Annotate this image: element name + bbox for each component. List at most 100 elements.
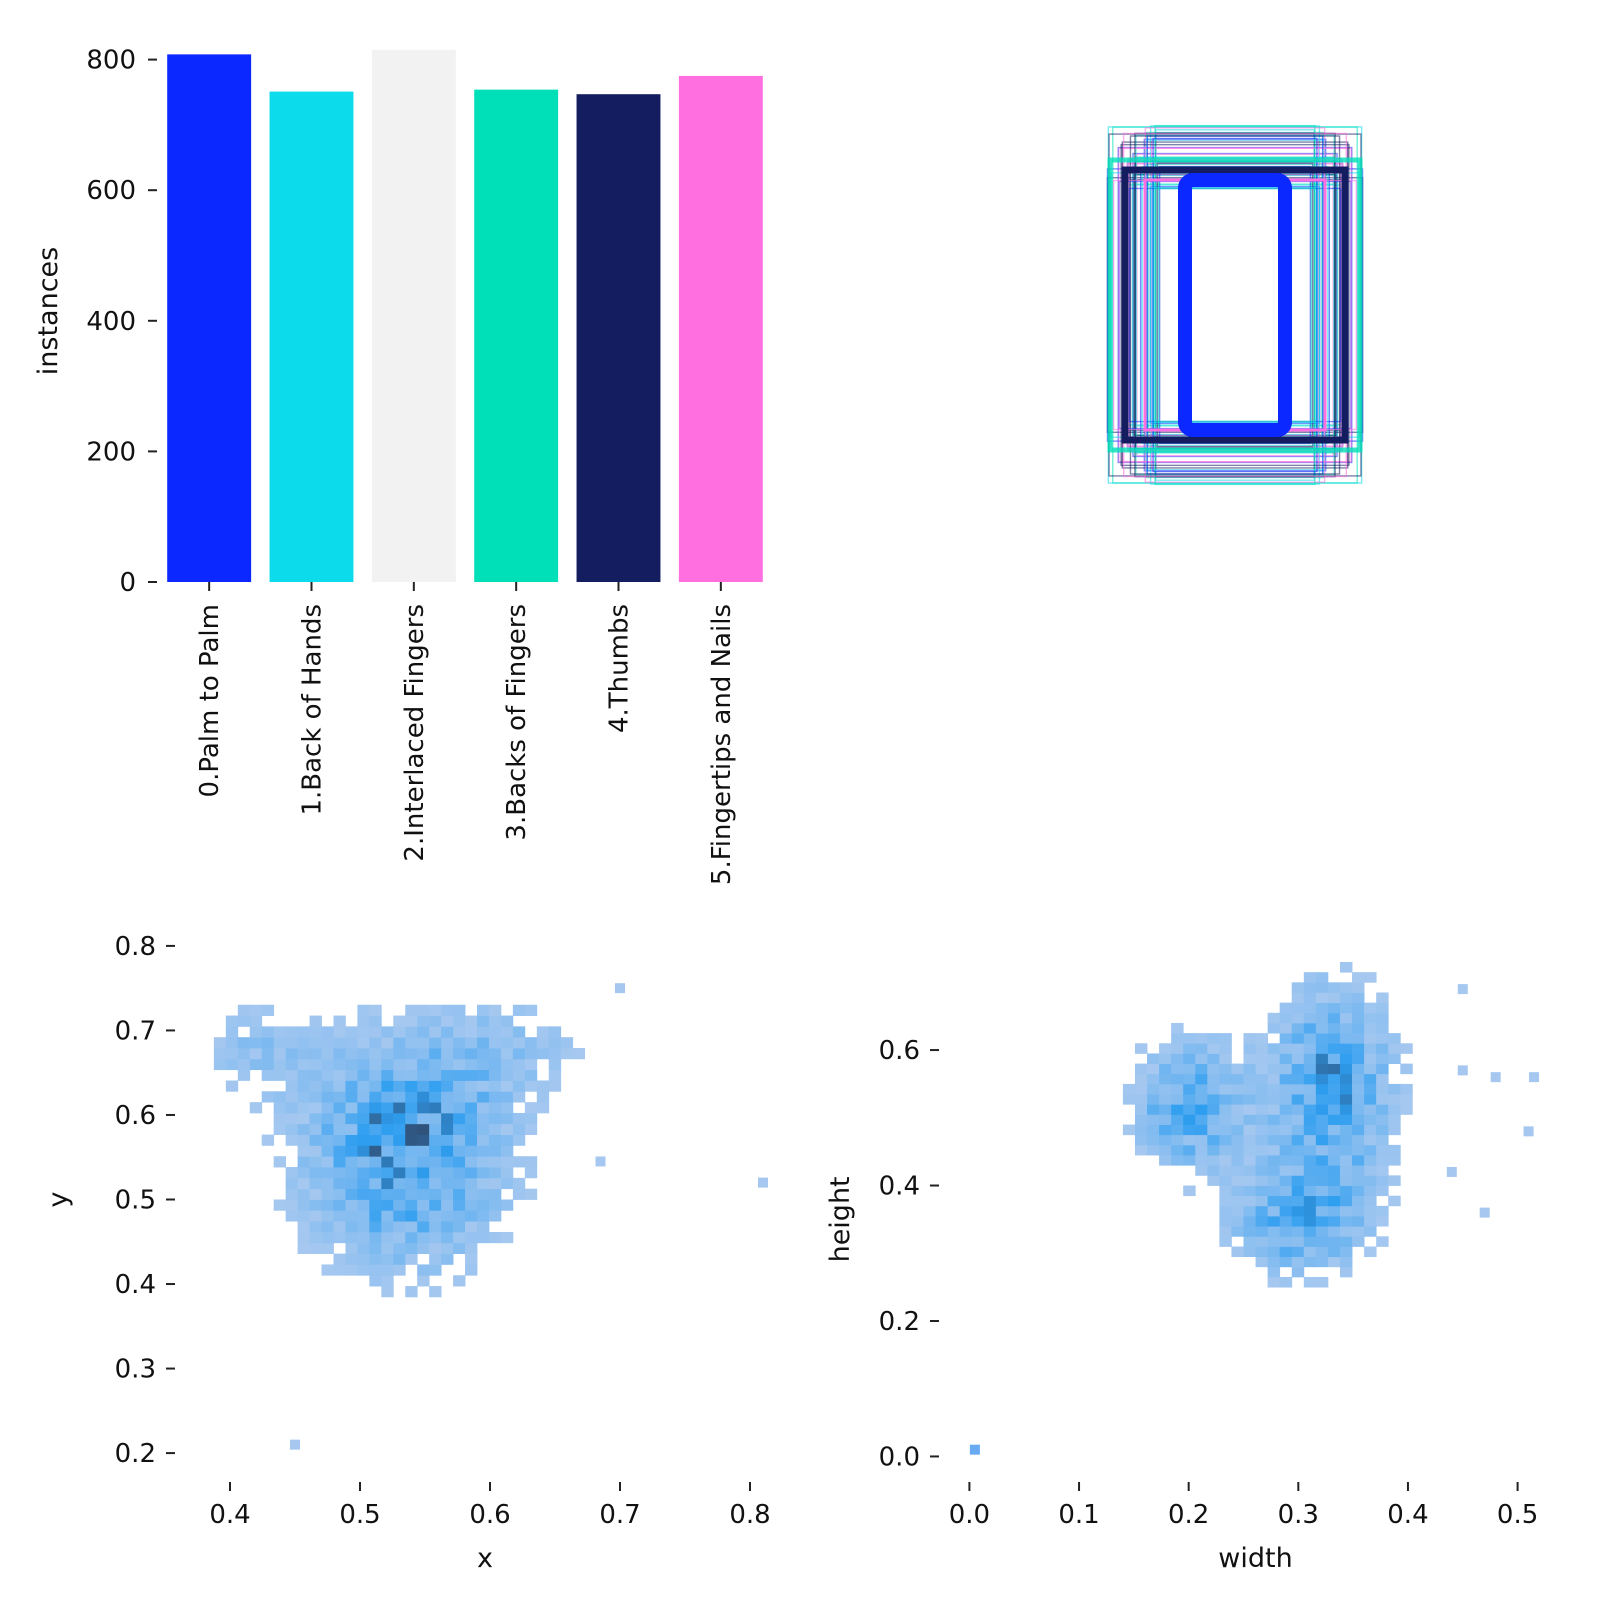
wh-cell [1352,1144,1365,1156]
xy-cell [357,1231,370,1244]
wh-cell [1352,1053,1365,1064]
xy-cell [512,1004,526,1016]
wh-cell [1376,992,1389,1004]
wh-outlier-cell [1490,1072,1501,1083]
overlay-box [1147,163,1323,447]
xy-cell [345,1210,358,1222]
wh-cell [1147,1104,1160,1115]
wh-cell [1255,1205,1269,1217]
wh-cell [1400,1043,1413,1054]
xy-cell [237,1015,251,1027]
xy-cell [381,1199,394,1211]
xy-cell [357,1112,370,1125]
xy-cell [405,1048,418,1060]
xy-cell [345,1221,358,1233]
overlay-box [1149,186,1321,424]
wh-cell [1279,1114,1293,1125]
wh-cell [1339,1266,1353,1278]
xy-cell [441,1210,454,1222]
wh-cell [1195,1144,1208,1156]
xy-cell [309,1210,322,1222]
bar-chart-ylabel: instances [33,247,64,375]
xy-cell [297,1242,310,1254]
wh-cell [1327,1175,1341,1186]
wh-cell [1147,1094,1160,1105]
wh-cell [1376,1083,1389,1095]
wh-cell [1303,982,1317,993]
wh-cell [1219,1073,1232,1085]
xy-cell [321,1177,334,1190]
wh-cell [1243,1175,1256,1186]
wh-cell [1327,1185,1341,1197]
xy-cell [381,1069,394,1081]
wh-cell [1400,1063,1413,1075]
wh-cell [1267,1266,1281,1278]
overlay-box [1131,174,1339,436]
xy-cell [429,1156,442,1168]
wh-cell [1207,1144,1220,1156]
wh-cell [1315,1216,1329,1227]
xy-cell [369,1145,382,1157]
xy-cell [453,1080,466,1092]
wh-cell [1279,1053,1293,1064]
wh-outlier-cell [1529,1072,1540,1083]
wh-cell [1171,1033,1184,1044]
wh-cell [1279,1134,1293,1146]
wh-cell [1291,1205,1305,1217]
wh-cell [1231,1165,1244,1176]
xy-cell [453,1242,466,1254]
wh-cell [1315,1114,1329,1125]
wh-cell [1400,1094,1413,1105]
xy-cell [453,1112,466,1125]
wh-cell [1171,1144,1184,1156]
xy-cell [369,1264,382,1276]
xy-cell [321,1242,334,1254]
xy-cell [381,1080,394,1092]
xy-cell [393,1091,406,1103]
wh-cell [1291,1012,1305,1024]
wh-cell [1315,1144,1329,1156]
xy-cell [369,1037,382,1049]
wh-cell [1364,1246,1377,1258]
xy-cell [321,1167,334,1179]
xy-cell [512,1134,526,1146]
wh-cell [1291,1195,1305,1207]
wh-cell [1159,1073,1172,1085]
wh-cell [1231,1175,1244,1186]
wh-cell [1195,1155,1208,1166]
wh-cell [1303,1022,1317,1034]
xy-cell [441,1242,454,1254]
xy-cell [429,1091,442,1103]
xy-cell [345,1091,358,1103]
wh-cell [1134,1134,1148,1146]
wh-cell [1339,1256,1353,1268]
wh-cell [1315,1205,1329,1217]
wh-cell [1267,1124,1281,1136]
xy-cell [381,1264,394,1276]
xy-cell [381,1275,394,1287]
xy-cell [453,1102,466,1114]
xy-cell [357,1004,370,1016]
xy-cell [309,1231,322,1244]
xy-cell [393,1188,406,1200]
xy-cell [524,1156,538,1168]
xy-cell [309,1080,322,1092]
bar-ytick-label-1: 200 [86,437,136,467]
xy-cell [417,1145,430,1157]
wh-cell [1315,992,1329,1004]
wh-cell [1303,1246,1317,1258]
xy-cell [477,1210,490,1222]
xy-cell [285,1177,298,1190]
wh-cell [1352,1195,1365,1207]
overlay-box [1128,157,1342,453]
xy-cell [536,1102,550,1114]
wh-cell [1267,1185,1281,1197]
xy-xtick-label-3: 0.7 [599,1500,640,1530]
xy-cell [477,1177,490,1190]
xy-cell [309,1134,322,1146]
xy-cell [309,1156,322,1168]
wh-cell [1339,1053,1353,1064]
wh-cell [1364,1226,1377,1237]
wh-cell [1291,1104,1305,1115]
xy-cell [441,1048,454,1060]
